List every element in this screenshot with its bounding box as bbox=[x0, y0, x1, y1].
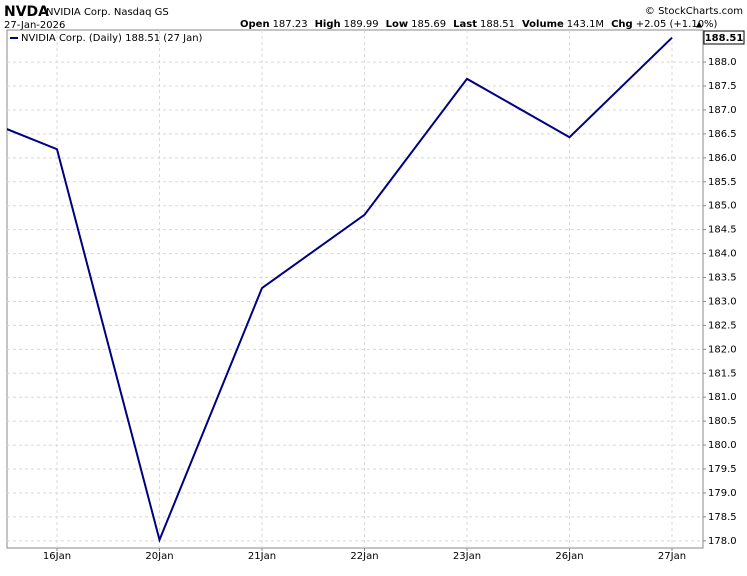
y-tick-label: 183.0 bbox=[708, 296, 737, 307]
y-tick-label: 179.0 bbox=[708, 488, 737, 499]
y-tick-label: 185.0 bbox=[708, 201, 737, 212]
y-tick-label: 180.5 bbox=[708, 416, 737, 427]
plot-frame bbox=[6, 29, 704, 549]
quote-label: Chg bbox=[611, 19, 633, 30]
last-price-box bbox=[703, 30, 745, 45]
x-tick-label: 22Jan bbox=[350, 551, 378, 562]
quote-value: 185.69 bbox=[411, 19, 446, 30]
up-arrow: ▲ bbox=[696, 20, 703, 29]
y-tick-label: 182.0 bbox=[708, 344, 737, 355]
y-tick-label: 188.0 bbox=[708, 57, 737, 68]
quote-value: +2.05 (+1.10%) bbox=[636, 19, 718, 30]
y-tick-label: 185.5 bbox=[708, 177, 737, 188]
y-tick-label: 186.5 bbox=[708, 129, 737, 140]
y-tick-label: 184.5 bbox=[708, 225, 737, 236]
x-tick-label: 16Jan bbox=[43, 551, 71, 562]
x-tick-label: 27Jan bbox=[658, 551, 686, 562]
quote-label: Low bbox=[386, 19, 408, 30]
quote-value: 189.99 bbox=[344, 19, 379, 30]
date: 27-Jan-2026 bbox=[4, 20, 65, 31]
y-tick-label: 182.5 bbox=[708, 320, 737, 331]
y-tick-label: 178.0 bbox=[708, 536, 737, 547]
y-tick-label: 181.0 bbox=[708, 392, 737, 403]
y-tick-label: 179.5 bbox=[708, 464, 737, 475]
source: © StockCharts.com bbox=[645, 6, 743, 17]
quote-label: High bbox=[315, 19, 341, 30]
y-tick-label: 187.5 bbox=[708, 81, 737, 92]
last-price: 188.51 bbox=[705, 33, 744, 44]
quote-label: Volume bbox=[522, 19, 564, 30]
ticker: NVDA bbox=[4, 4, 49, 20]
quote: Open 187.23 High 189.99 Low 185.69 Last 188.51 V… bbox=[240, 19, 718, 30]
price-line bbox=[7, 36, 673, 544]
y-tick-label: 180.0 bbox=[708, 440, 737, 451]
y-tick-label: 187.0 bbox=[708, 105, 737, 116]
quote-label: Open bbox=[240, 19, 270, 30]
legend-label: NVIDIA Corp. (Daily) 188.51 (27 Jan) bbox=[21, 33, 203, 44]
y-tick-label: 178.5 bbox=[708, 512, 737, 523]
quote-label: Last bbox=[453, 19, 477, 30]
y-tick-label: 183.5 bbox=[708, 273, 737, 284]
x-tick-label: 20Jan bbox=[145, 551, 173, 562]
quote-value: 188.51 bbox=[480, 19, 515, 30]
x-tick-label: 21Jan bbox=[248, 551, 276, 562]
x-tick-label: 23Jan bbox=[453, 551, 481, 562]
x-tick-label: 26Jan bbox=[555, 551, 583, 562]
y-tick-label: 181.5 bbox=[708, 368, 737, 379]
y-tick-label: 184.0 bbox=[708, 249, 737, 260]
quote-value: 143.1M bbox=[567, 19, 604, 30]
quote-value: 187.23 bbox=[273, 19, 308, 30]
company-name: NVIDIA Corp. Nasdaq GS bbox=[46, 7, 169, 18]
series bbox=[7, 36, 673, 544]
y-tick-label: 186.0 bbox=[708, 153, 737, 164]
